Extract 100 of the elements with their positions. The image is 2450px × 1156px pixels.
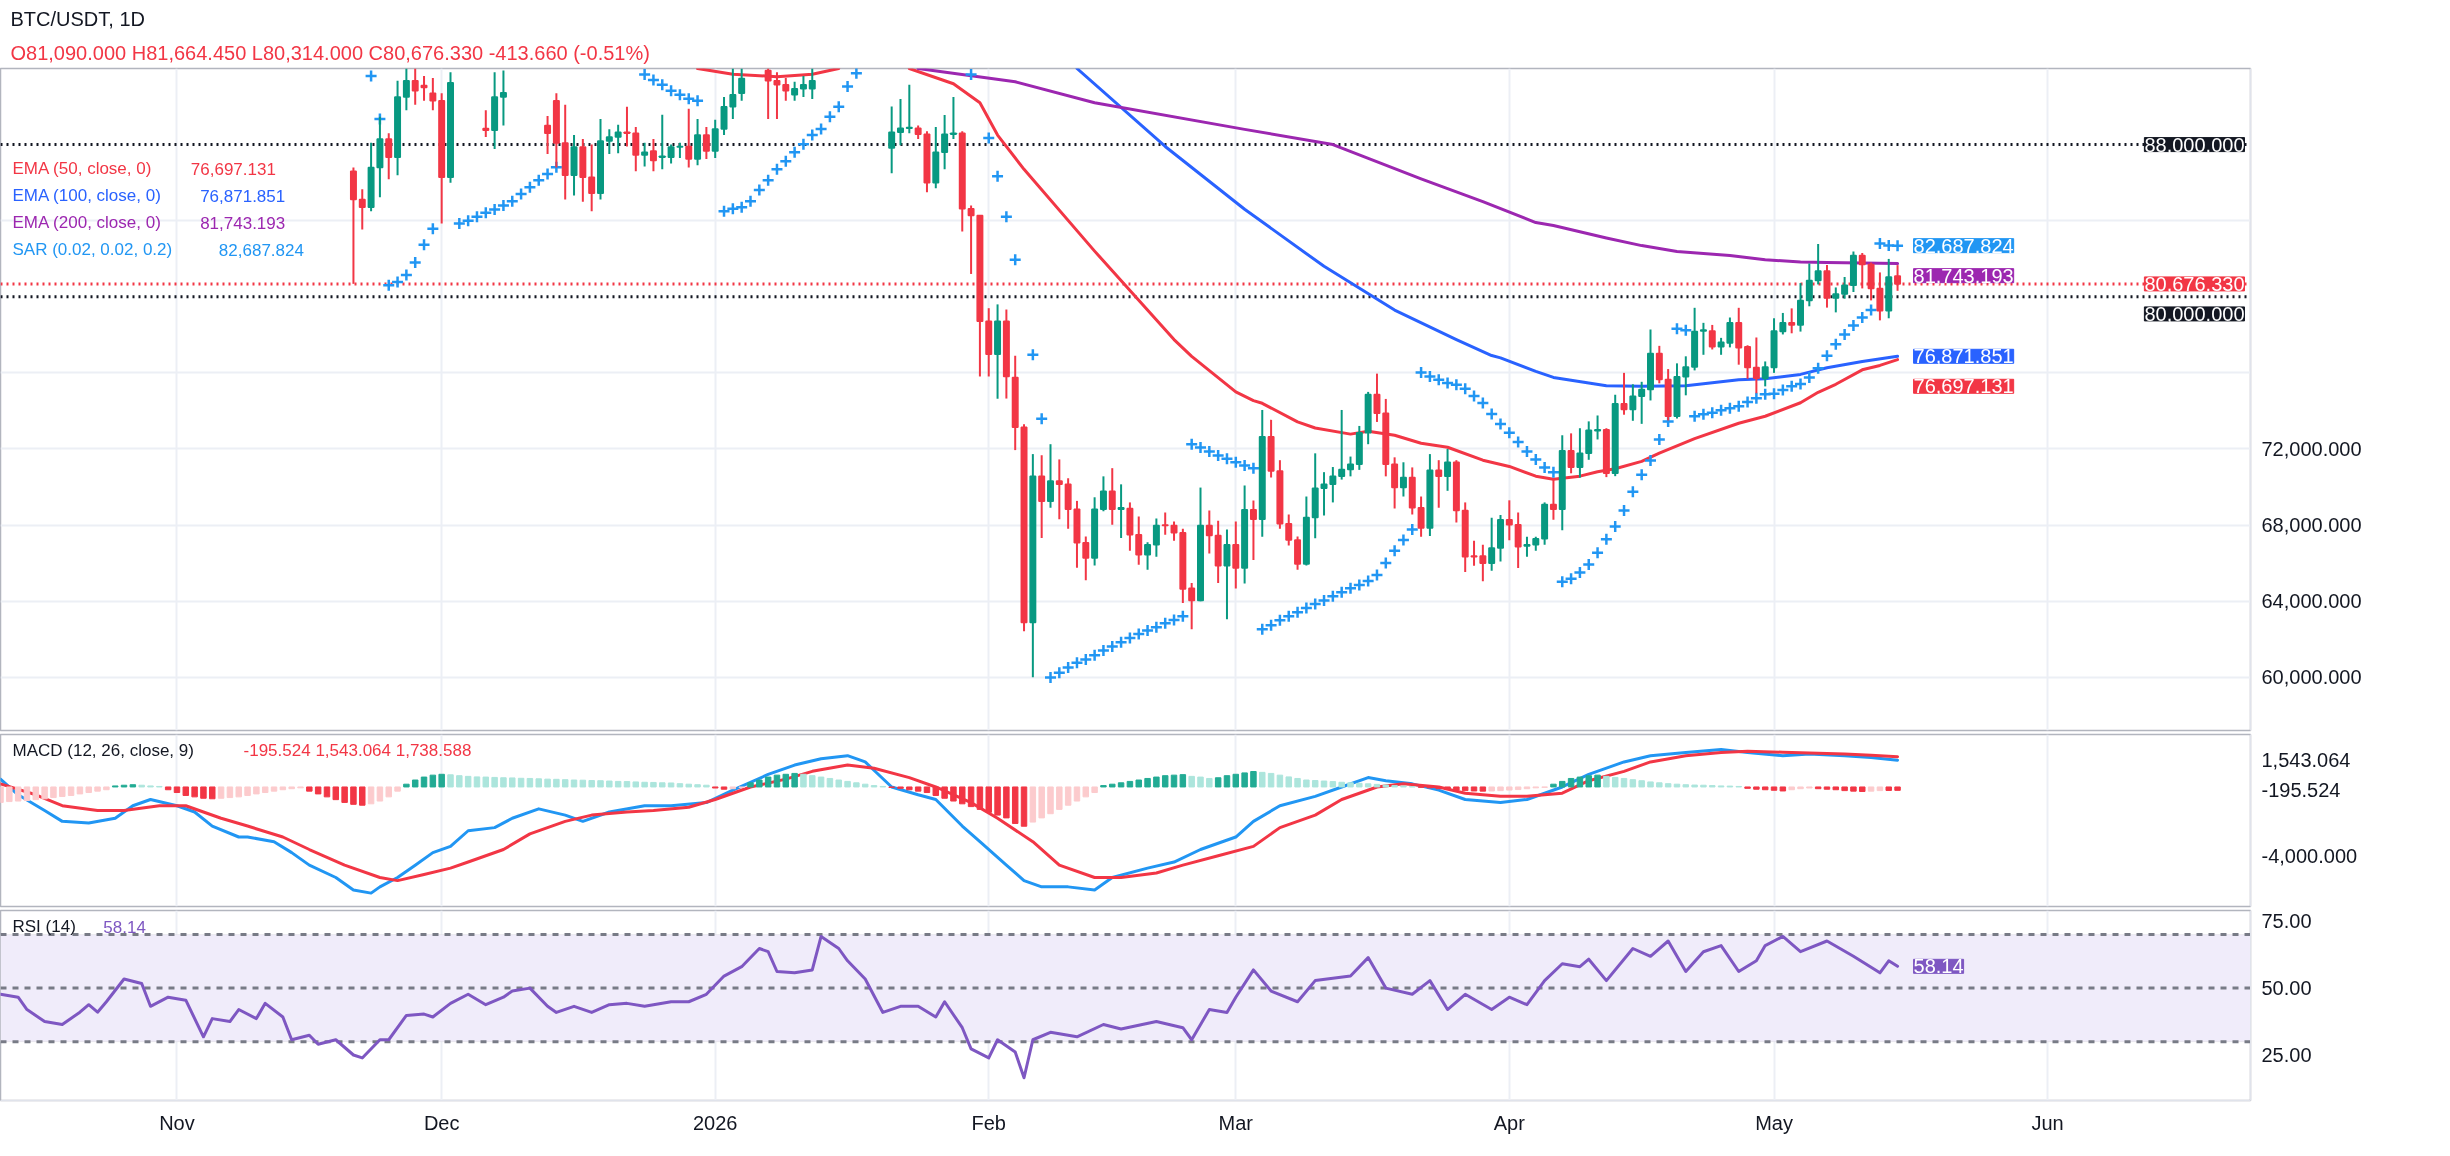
bar [1461, 786, 1469, 792]
bar [182, 786, 190, 796]
bar [1673, 783, 1681, 788]
bar [1320, 780, 1328, 788]
bar [1656, 782, 1663, 788]
bar [1214, 777, 1222, 788]
bar [23, 786, 31, 802]
bar [1073, 786, 1081, 802]
candlestick [411, 68, 419, 106]
candlestick [949, 96, 957, 140]
bar [341, 786, 348, 803]
bar [1620, 777, 1628, 788]
candlestick [641, 141, 649, 168]
chart-subtitle: -195.524 1,543.064 1,738.588 [243, 741, 472, 760]
bar [1885, 786, 1892, 791]
text: 82,687.824 [218, 240, 304, 260]
candlestick [1752, 336, 1760, 395]
bar [209, 786, 216, 800]
candlestick [905, 83, 913, 135]
bar [817, 776, 825, 788]
bar [861, 783, 869, 788]
candlestick [1170, 520, 1178, 542]
y-tick-label: 72,000.000 [2261, 437, 2362, 460]
candlestick [888, 105, 896, 175]
x-tick-label: Mar [1218, 1111, 1254, 1134]
candlestick [1373, 372, 1381, 423]
bar [1444, 786, 1451, 791]
data-label: 82,687.824 [1913, 234, 2014, 257]
bar [403, 783, 410, 788]
bar [950, 786, 957, 802]
bar [1329, 781, 1337, 788]
bar [1347, 782, 1354, 788]
candlestick [1832, 286, 1840, 314]
candlestick [1858, 252, 1866, 290]
candlestick [1144, 541, 1152, 571]
bar [164, 786, 172, 791]
candlestick [702, 125, 710, 161]
bar [782, 773, 790, 788]
candlestick [358, 188, 366, 231]
bar [14, 786, 22, 802]
bar [1664, 783, 1672, 788]
candlestick [782, 77, 790, 102]
chart-subtitle: 58.14 [103, 917, 146, 937]
candlestick [1585, 420, 1593, 461]
bar [1859, 786, 1866, 792]
candlestick [1082, 535, 1090, 582]
bar [526, 777, 534, 788]
bar [1153, 776, 1160, 788]
candlestick [614, 123, 622, 155]
candlestick [605, 128, 613, 156]
bar [1788, 786, 1795, 791]
bar [76, 786, 84, 795]
candlestick [791, 80, 799, 102]
bar [685, 783, 692, 788]
bar [1364, 783, 1372, 788]
bar [323, 786, 331, 798]
bar [253, 786, 260, 795]
bar [1770, 786, 1778, 791]
candlestick [499, 69, 507, 127]
candlestick [1338, 408, 1346, 481]
bar [244, 786, 251, 796]
bar [1373, 783, 1381, 788]
chart-title: MACD (12, 26, close, 9) [12, 741, 194, 760]
bar [1082, 786, 1090, 798]
bar [1197, 776, 1204, 788]
bar [553, 778, 560, 788]
text: 76,697.131 [190, 159, 276, 179]
candlestick [1638, 380, 1646, 425]
x-tick-label: 2026 [692, 1111, 738, 1134]
bar [985, 786, 992, 813]
bar [1850, 786, 1857, 792]
bar [1876, 786, 1884, 792]
bar [509, 777, 516, 788]
bar [1091, 786, 1098, 794]
bar [914, 786, 922, 792]
bar [641, 781, 648, 788]
bar [129, 784, 137, 788]
bar [1179, 774, 1187, 788]
bar [359, 786, 366, 806]
bar [1894, 786, 1901, 791]
candlestick [632, 125, 640, 173]
bar [1488, 786, 1495, 792]
bar [1823, 786, 1831, 790]
bar [473, 776, 481, 788]
bar [694, 784, 701, 788]
bar [561, 779, 569, 788]
candlestick [1152, 517, 1160, 558]
bar [1576, 776, 1584, 788]
bar [6, 786, 13, 803]
bar [1761, 786, 1769, 791]
bar [103, 786, 110, 791]
candlestick [1514, 511, 1522, 570]
candlestick [588, 143, 596, 213]
x-tick-label: Nov [159, 1111, 195, 1134]
bar [1117, 782, 1125, 788]
data-label: 76,697.131 [1913, 375, 2014, 398]
candlestick [1223, 528, 1231, 621]
data-label: 81,743.193 [1913, 264, 2014, 287]
bar [1779, 786, 1787, 792]
bar [1003, 786, 1010, 819]
